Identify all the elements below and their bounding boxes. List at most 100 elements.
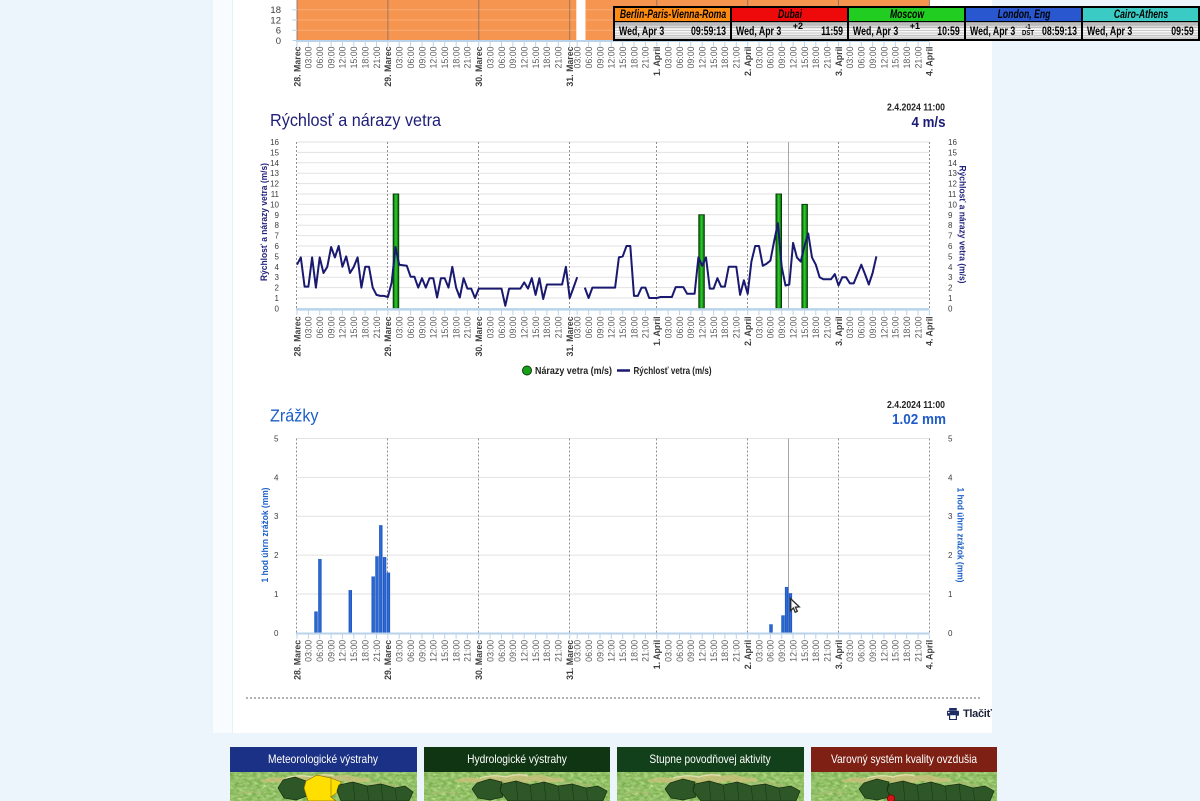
svg-text:06:00: 06:00 <box>584 46 594 68</box>
svg-text:18:00: 18:00 <box>720 46 730 68</box>
svg-text:2. April: 2. April <box>743 640 753 670</box>
svg-text:18:00: 18:00 <box>542 316 552 338</box>
svg-text:12:00: 12:00 <box>338 316 348 338</box>
svg-text:21:00: 21:00 <box>823 316 833 338</box>
svg-text:2. April: 2. April <box>743 316 753 346</box>
svg-text:18:00: 18:00 <box>451 46 461 68</box>
svg-text:3. April: 3. April <box>834 316 844 346</box>
svg-text:1: 1 <box>274 590 279 599</box>
svg-text:12:00: 12:00 <box>788 640 798 662</box>
svg-text:28. Marec: 28. Marec <box>292 46 302 86</box>
svg-text:31. Marec: 31. Marec <box>565 316 575 356</box>
svg-text:21:00: 21:00 <box>372 640 382 662</box>
svg-text:4: 4 <box>948 473 953 482</box>
svg-text:30. Marec: 30. Marec <box>474 316 484 356</box>
svg-text:06:00: 06:00 <box>766 640 776 662</box>
svg-text:4 m/s: 4 m/s <box>912 115 946 131</box>
svg-text:06:00: 06:00 <box>315 640 325 662</box>
svg-text:06:00: 06:00 <box>675 316 685 338</box>
svg-text:1. April: 1. April <box>652 47 662 77</box>
svg-text:03:00: 03:00 <box>485 640 495 662</box>
svg-text:15:00: 15:00 <box>618 46 628 68</box>
svg-text:06:00: 06:00 <box>857 316 867 338</box>
svg-text:5: 5 <box>275 252 280 261</box>
svg-text:15:00: 15:00 <box>891 316 901 338</box>
svg-text:12:00: 12:00 <box>607 46 617 68</box>
svg-text:03:00: 03:00 <box>573 640 583 662</box>
svg-text:03:00: 03:00 <box>754 640 764 662</box>
svg-text:03:00: 03:00 <box>754 316 764 338</box>
svg-text:21:00: 21:00 <box>823 46 833 68</box>
svg-text:15:00: 15:00 <box>349 640 359 662</box>
svg-text:06:00: 06:00 <box>584 316 594 338</box>
svg-text:4. April: 4. April <box>925 47 935 77</box>
svg-text:09:00: 09:00 <box>777 316 787 338</box>
svg-text:03:00: 03:00 <box>485 316 495 338</box>
svg-text:03:00: 03:00 <box>663 640 673 662</box>
svg-text:12:00: 12:00 <box>698 640 708 662</box>
svg-text:0: 0 <box>276 36 281 47</box>
svg-text:1: 1 <box>948 590 953 599</box>
svg-text:5: 5 <box>948 252 953 261</box>
svg-text:0: 0 <box>948 304 953 313</box>
svg-text:18:00: 18:00 <box>902 46 912 68</box>
svg-text:15:00: 15:00 <box>709 640 719 662</box>
svg-text:29. Marec: 29. Marec <box>383 640 393 680</box>
svg-text:15:00: 15:00 <box>531 640 541 662</box>
svg-text:21:00: 21:00 <box>732 46 742 68</box>
svg-text:1 hod úhrn zrážok (mm): 1 hod úhrn zrážok (mm) <box>955 488 966 583</box>
svg-text:2: 2 <box>274 551 279 560</box>
svg-text:18:00: 18:00 <box>629 640 639 662</box>
svg-text:21:00: 21:00 <box>732 316 742 338</box>
svg-text:15:00: 15:00 <box>891 46 901 68</box>
svg-text:21:00: 21:00 <box>913 640 923 662</box>
svg-text:15:00: 15:00 <box>709 316 719 338</box>
svg-text:15:00: 15:00 <box>709 46 719 68</box>
svg-text:06:00: 06:00 <box>406 316 416 338</box>
svg-text:12:00: 12:00 <box>520 640 530 662</box>
svg-text:30. Marec: 30. Marec <box>474 640 484 680</box>
svg-text:14: 14 <box>270 159 279 168</box>
svg-text:31. Marec: 31. Marec <box>565 46 575 86</box>
svg-text:15:00: 15:00 <box>618 316 628 338</box>
svg-text:09:00: 09:00 <box>595 640 605 662</box>
svg-text:0: 0 <box>948 629 953 638</box>
svg-text:15:00: 15:00 <box>440 640 450 662</box>
svg-text:21:00: 21:00 <box>554 640 564 662</box>
svg-text:Rýchlosť a nárazy vetra (m/s): Rýchlosť a nárazy vetra (m/s) <box>957 166 968 284</box>
svg-text:21:00: 21:00 <box>913 46 923 68</box>
svg-text:0: 0 <box>274 629 279 638</box>
svg-text:09:00: 09:00 <box>686 316 696 338</box>
svg-text:3: 3 <box>948 273 953 282</box>
svg-text:06:00: 06:00 <box>766 316 776 338</box>
svg-text:15: 15 <box>948 148 957 157</box>
svg-text:3: 3 <box>274 512 279 521</box>
svg-text:03:00: 03:00 <box>845 316 855 338</box>
svg-text:3. April: 3. April <box>834 640 844 670</box>
svg-text:21:00: 21:00 <box>641 46 651 68</box>
svg-text:4: 4 <box>274 473 279 482</box>
svg-text:4: 4 <box>948 263 953 272</box>
svg-text:09:00: 09:00 <box>868 316 878 338</box>
svg-text:06:00: 06:00 <box>675 640 685 662</box>
svg-text:12: 12 <box>948 180 957 189</box>
svg-text:03:00: 03:00 <box>304 46 314 68</box>
svg-text:15:00: 15:00 <box>800 640 810 662</box>
svg-text:15:00: 15:00 <box>440 316 450 338</box>
svg-text:12:00: 12:00 <box>607 640 617 662</box>
svg-text:09:00: 09:00 <box>595 316 605 338</box>
svg-text:Zrážky: Zrážky <box>270 406 319 426</box>
svg-text:13: 13 <box>948 169 957 178</box>
svg-text:1. April: 1. April <box>652 316 662 346</box>
svg-text:21:00: 21:00 <box>913 316 923 338</box>
svg-text:12: 12 <box>270 15 281 26</box>
svg-text:10: 10 <box>948 200 957 209</box>
svg-text:15:00: 15:00 <box>349 46 359 68</box>
svg-text:18:00: 18:00 <box>629 46 639 68</box>
svg-text:15: 15 <box>270 148 279 157</box>
svg-text:12: 12 <box>270 180 279 189</box>
svg-text:1: 1 <box>948 294 953 303</box>
svg-text:Rýchlosť a nárazy vetra (m/s): Rýchlosť a nárazy vetra (m/s) <box>259 163 270 281</box>
svg-text:3. April: 3. April <box>834 47 844 77</box>
svg-text:09:00: 09:00 <box>868 640 878 662</box>
